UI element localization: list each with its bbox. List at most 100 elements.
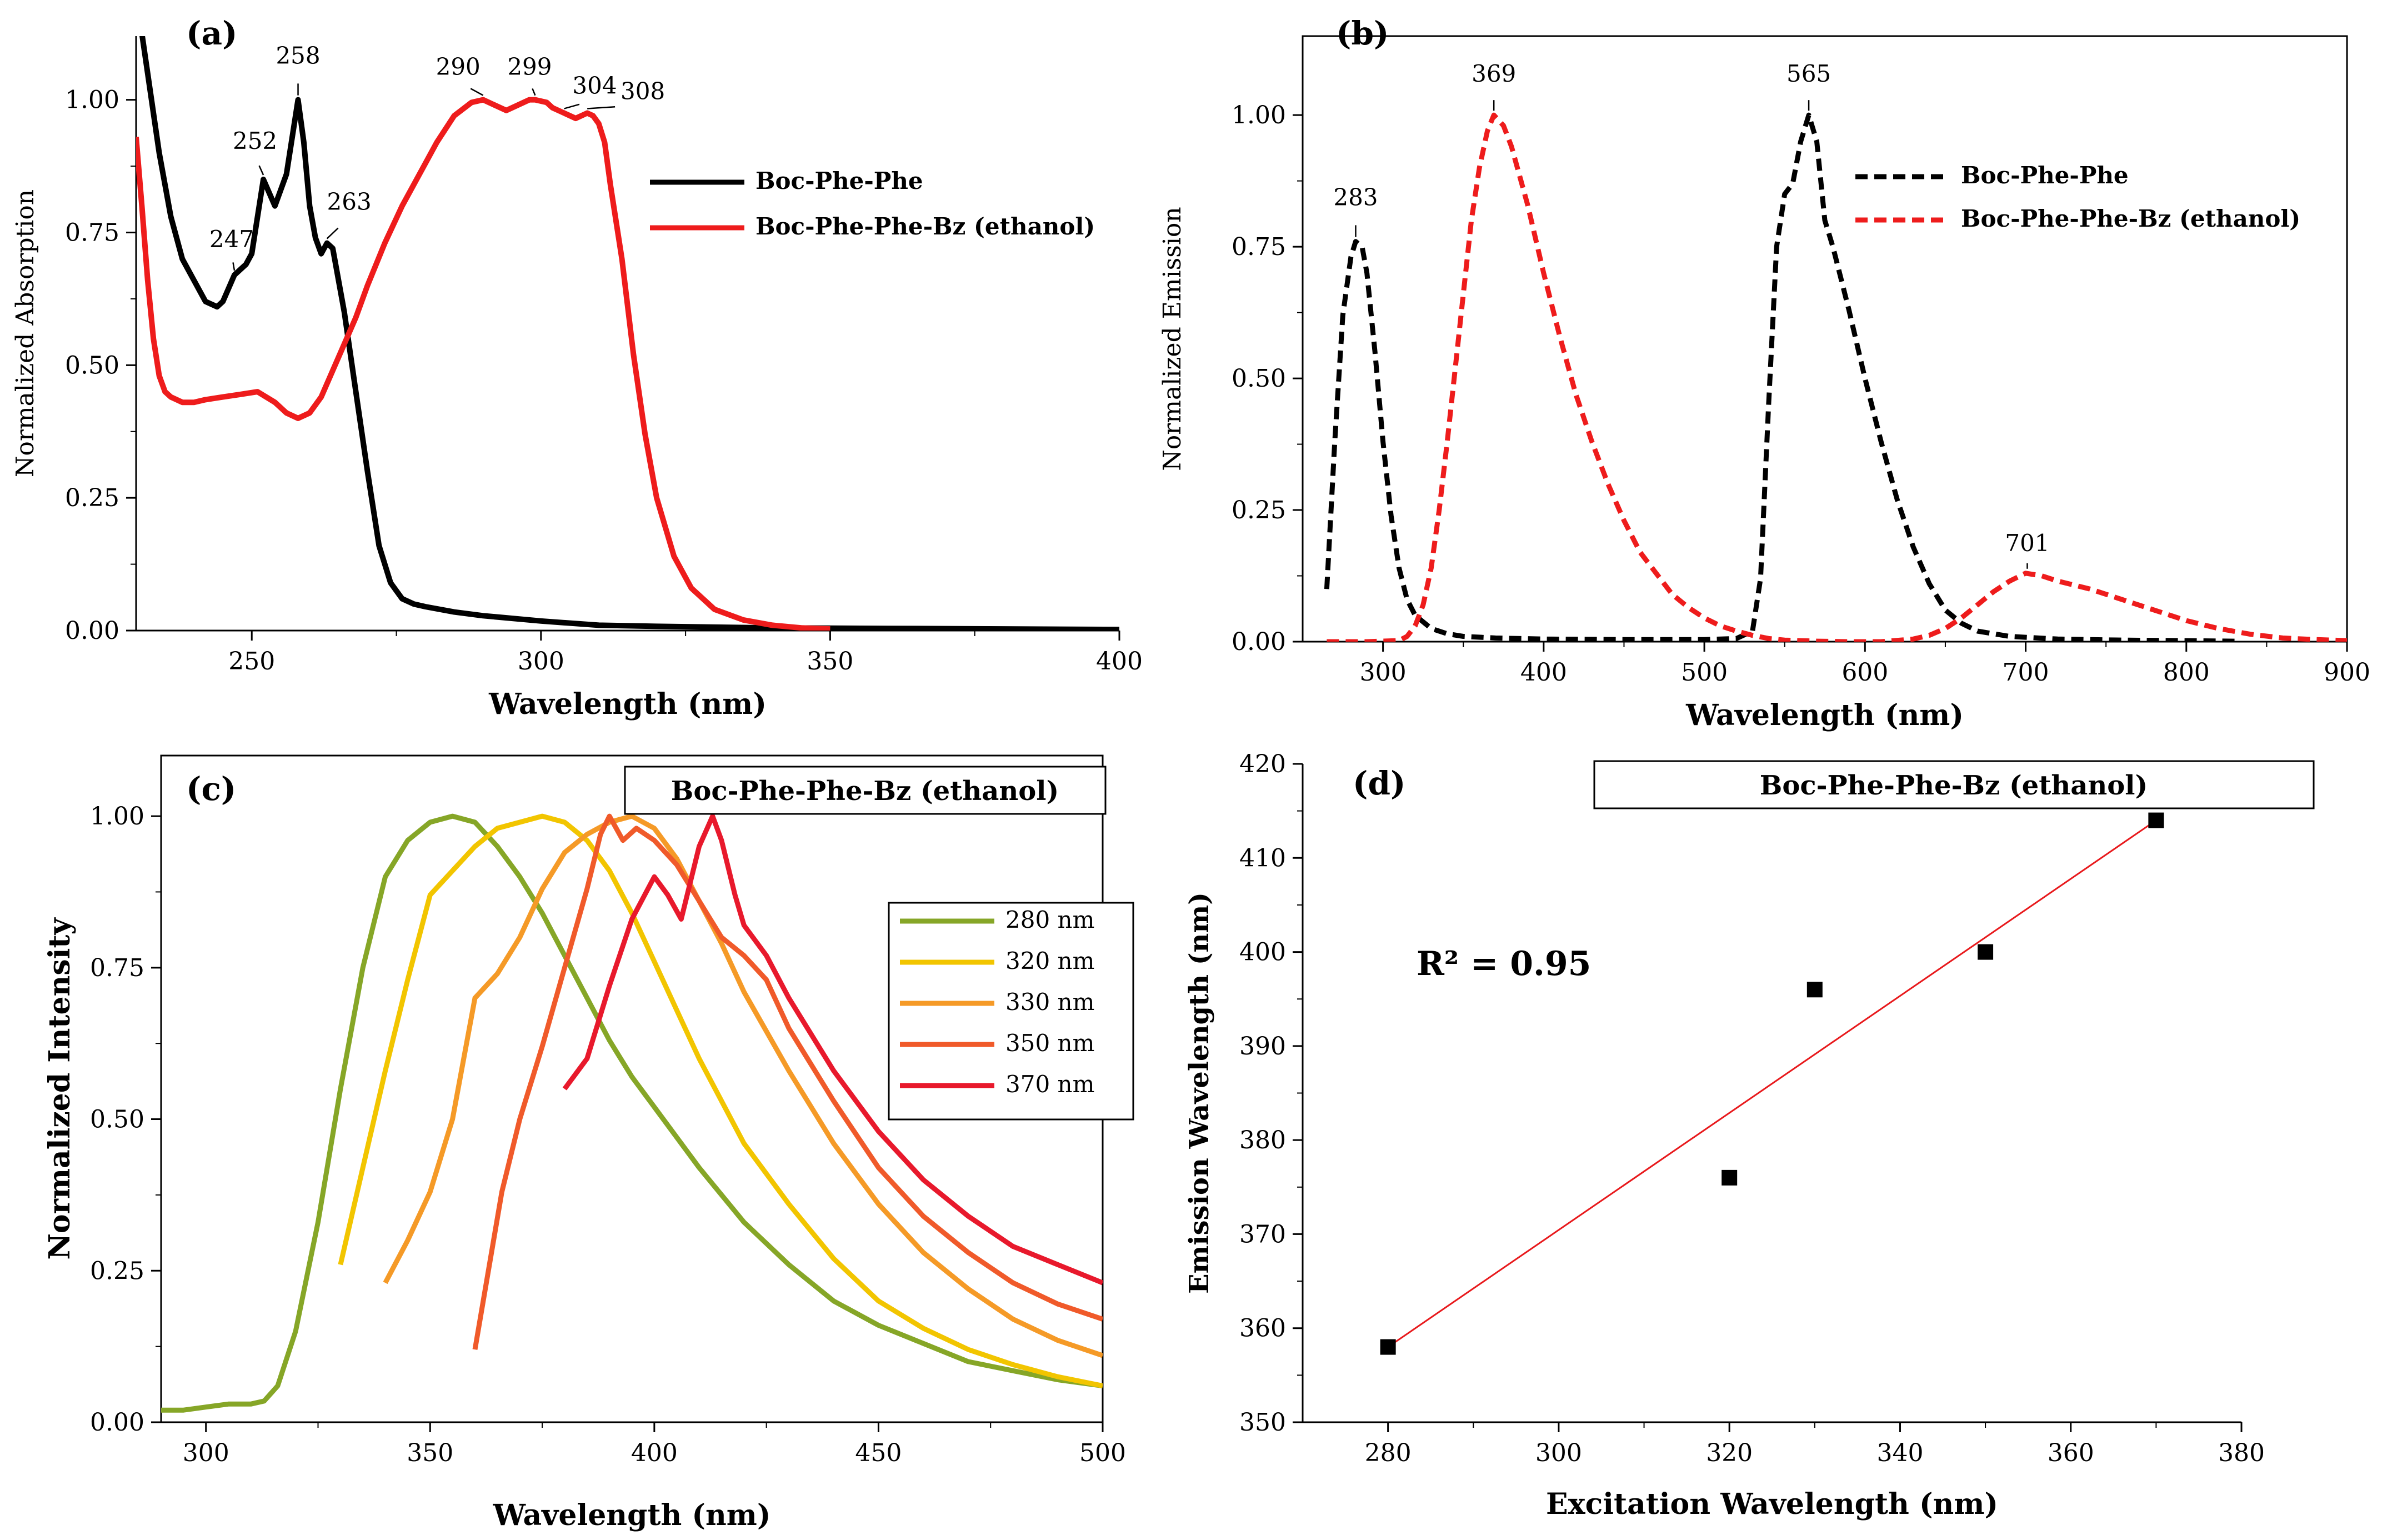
y-tick-label: 1.00	[90, 802, 144, 831]
y-tick-label: 400	[1239, 938, 1286, 967]
y-tick-label: 0.00	[65, 617, 119, 645]
legend: 280 nm 320 nm 330 nm 350 nm 370 nm	[888, 902, 1134, 1121]
annotation-label: 247	[209, 226, 254, 253]
x-tick-label: 500	[1681, 658, 1728, 687]
legend-entry: 370 nm	[1005, 1071, 1094, 1098]
y-tick-label: 0.50	[65, 351, 119, 379]
x-tick-label: 300	[518, 647, 564, 676]
annotation-label: 299	[507, 53, 552, 81]
annotation-leader	[587, 106, 615, 109]
x-tick-label: 350	[407, 1439, 453, 1467]
y-tick-label: 370	[1239, 1220, 1286, 1248]
series-line-boc-phe-phe-bz-ethanol-	[1327, 112, 2347, 642]
annotation-label: 308	[620, 78, 665, 105]
y-tick-label: 0.75	[65, 218, 119, 247]
y-axis-title: Normalized Emission	[1158, 207, 1187, 471]
y-tick-label: 0.75	[90, 954, 144, 982]
x-tick-label: 360	[2048, 1439, 2094, 1467]
y-tick-label: 0.25	[1232, 496, 1286, 524]
x-tick-label: 380	[2218, 1439, 2265, 1467]
panel-c: 300 350 400 450 500 0.00 0.25 0.50 0.75 1.00 Wavel…	[43, 754, 1134, 1532]
annotation-label: 369	[1472, 60, 1516, 87]
annotation-leader	[232, 262, 236, 271]
x-tick-label: 320	[1706, 1439, 1753, 1467]
y-tick-label: 410	[1239, 844, 1286, 872]
y-tick-label: 1.00	[1232, 101, 1286, 129]
x-tick-label: 250	[228, 647, 275, 676]
legend: Boc-Phe-Phe Boc-Phe-Phe-Bz (ethanol)	[1855, 162, 2300, 232]
legend-entry: 350 nm	[1005, 1029, 1094, 1057]
series-line-320-nm	[338, 813, 1103, 1388]
y-tick-label: 0.00	[90, 1408, 144, 1437]
annotation-leader	[258, 165, 264, 176]
annotation-label: 290	[436, 53, 481, 81]
data-point	[1722, 1169, 1738, 1186]
fit-line	[1387, 819, 2157, 1348]
title-box	[624, 766, 1107, 815]
panel-label: (a)	[186, 14, 237, 52]
annotation-leader	[326, 227, 339, 239]
legend: Boc-Phe-Phe Boc-Phe-Phe-Bz (ethanol)	[650, 167, 1095, 240]
series-line-350-nm	[472, 813, 1103, 1350]
legend-entry: Boc-Phe-Phe	[1961, 162, 2129, 189]
x-axis-title: Excitation Wavelength (nm)	[1546, 1487, 1998, 1521]
y-tick-label: 380	[1239, 1126, 1286, 1154]
y-tick-label: 0.75	[1232, 233, 1286, 261]
annotation-leader	[532, 88, 536, 96]
annotation-label: 304	[572, 72, 617, 99]
y-tick-label: 1.00	[65, 86, 119, 114]
series-line-330-nm	[383, 813, 1103, 1358]
x-tick-label: 900	[2324, 658, 2370, 687]
legend-entry: 280 nm	[1005, 906, 1094, 933]
series-line-280-nm	[161, 813, 1103, 1413]
x-tick-label: 340	[1876, 1439, 1923, 1467]
y-axis-title: Normalized Intensity	[43, 917, 77, 1260]
y-axis-title: Normalized Absorption	[11, 189, 39, 477]
annotation-label: 252	[233, 127, 277, 154]
x-axis-title: Wavelength (nm)	[493, 1498, 771, 1532]
series-line-boc-phe-phe-bz-ethanol-	[136, 97, 830, 631]
y-tick-label: 420	[1239, 750, 1286, 778]
r-squared-annotation: R² = 0.95	[1417, 944, 1591, 983]
data-point	[1380, 1339, 1396, 1355]
panel-d: 280 300 320 340 360 380 350 360 370 380 390 400 410 4…	[1184, 750, 2315, 1521]
x-tick-label: 500	[1079, 1439, 1126, 1467]
y-tick-label: 360	[1239, 1314, 1286, 1343]
x-tick-label: 300	[1360, 658, 1407, 687]
y-tick-label: 0.50	[1232, 364, 1286, 393]
chart-title: Boc-Phe-Phe-Bz (ethanol)	[671, 776, 1059, 807]
y-tick-label: 390	[1239, 1032, 1286, 1061]
x-tick-label: 350	[807, 647, 853, 676]
x-tick-label: 300	[1535, 1439, 1582, 1467]
panel-b: 300 400 500 600 700 800 900 0.00 0.25 0.50 0.75 1.0…	[1158, 14, 2370, 732]
y-tick-label: 0.00	[1232, 628, 1286, 656]
annotation-label: 263	[327, 188, 372, 216]
y-tick-label: 0.25	[90, 1257, 144, 1285]
annotation-label: 701	[2005, 529, 2049, 557]
chart-title: Boc-Phe-Phe-Bz (ethanol)	[1760, 770, 2148, 801]
legend-entry: Boc-Phe-Phe-Bz (ethanol)	[755, 213, 1095, 240]
x-tick-label: 300	[183, 1439, 229, 1467]
x-axis-title: Wavelength (nm)	[488, 687, 767, 721]
legend-entry: 320 nm	[1005, 947, 1094, 974]
x-tick-label: 450	[855, 1439, 902, 1467]
y-tick-label: 350	[1239, 1408, 1286, 1437]
data-point	[1806, 982, 1823, 998]
x-tick-label: 600	[1841, 658, 1888, 687]
x-tick-label: 400	[1520, 658, 1567, 687]
panel-label: (b)	[1336, 14, 1389, 52]
annotation-leader	[564, 103, 580, 109]
y-tick-label: 0.50	[90, 1106, 144, 1134]
annotation-label: 283	[1333, 184, 1378, 211]
panel-a: 250 300 350 400 0.00 0.25 0.50 0.75 1.00 Waveleng…	[11, 14, 1143, 721]
data-point	[2148, 812, 2164, 828]
x-tick-label: 400	[631, 1439, 678, 1467]
annotation-label: 565	[1787, 60, 1831, 87]
y-tick-label: 0.25	[65, 484, 119, 512]
x-axis-title: Wavelength (nm)	[1685, 698, 1964, 732]
x-tick-label: 400	[1096, 647, 1143, 676]
annotation-label: 258	[276, 42, 320, 69]
x-tick-label: 800	[2163, 658, 2210, 687]
series-line-boc-phe-phe	[1324, 112, 2235, 642]
